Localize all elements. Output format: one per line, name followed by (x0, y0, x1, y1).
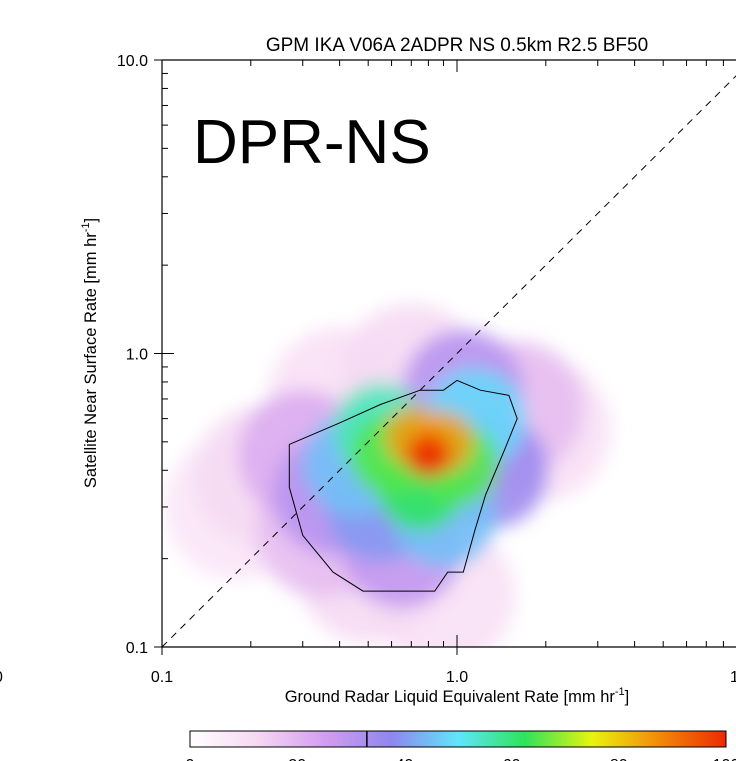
plot-frame (154, 59, 736, 655)
colorbar-tick-label: 40 (396, 757, 414, 761)
x-tick-label: 1.0 (446, 669, 468, 686)
colorbar-tick-label: 100 (713, 757, 736, 761)
colorbar-fill (189, 730, 727, 748)
colorbar-tick-label: 0 (186, 757, 195, 761)
colorbar: 0 20 40 60 80 100 (186, 730, 736, 761)
one-to-one-reference-line (161, 75, 736, 648)
axis-tick-labels: 0.1 1.0 0.1 1.0 10.0 (117, 53, 468, 686)
chart-title: GPM IKA V06A 2ADPR NS 0.5km R2.5 BF50 (266, 35, 648, 56)
y-axis-label-superscript: -1 (80, 222, 92, 232)
colorbar-tick-labels: 0 20 40 60 80 100 (186, 731, 736, 761)
x-axis-label-superscript: -1 (615, 686, 625, 698)
colorbar-tick-label: 80 (610, 757, 628, 761)
x-tick-label: 0.1 (151, 669, 173, 686)
density-contour-line (288, 379, 518, 592)
left-panel-cutoff-label: 0 (0, 669, 3, 686)
y-tick-label: 1.0 (126, 347, 148, 364)
y-axis-label-main: Satellite Near Surface Rate [mm hr (82, 232, 100, 488)
x-axis-label: Ground Radar Liquid Equivalent Rate [mm … (285, 686, 630, 706)
panel-annotation: DPR-NS (193, 108, 431, 177)
x-axis-label-end: ] (625, 688, 630, 706)
y-tick-label: 0.1 (126, 640, 148, 657)
x-axis-label-main: Ground Radar Liquid Equivalent Rate [mm … (285, 688, 616, 706)
density-cell (406, 433, 451, 478)
colorbar-tick-label: 20 (288, 757, 306, 761)
y-axis-label-end: ] (82, 218, 100, 223)
density-layer (164, 303, 611, 647)
y-axis-label: Satellite Near Surface Rate [mm hr-1] (80, 218, 100, 488)
y-tick-label: 10.0 (117, 53, 148, 70)
colorbar-tick-label: 60 (503, 757, 521, 761)
right-panel-cutoff-label: 1 (730, 669, 736, 686)
